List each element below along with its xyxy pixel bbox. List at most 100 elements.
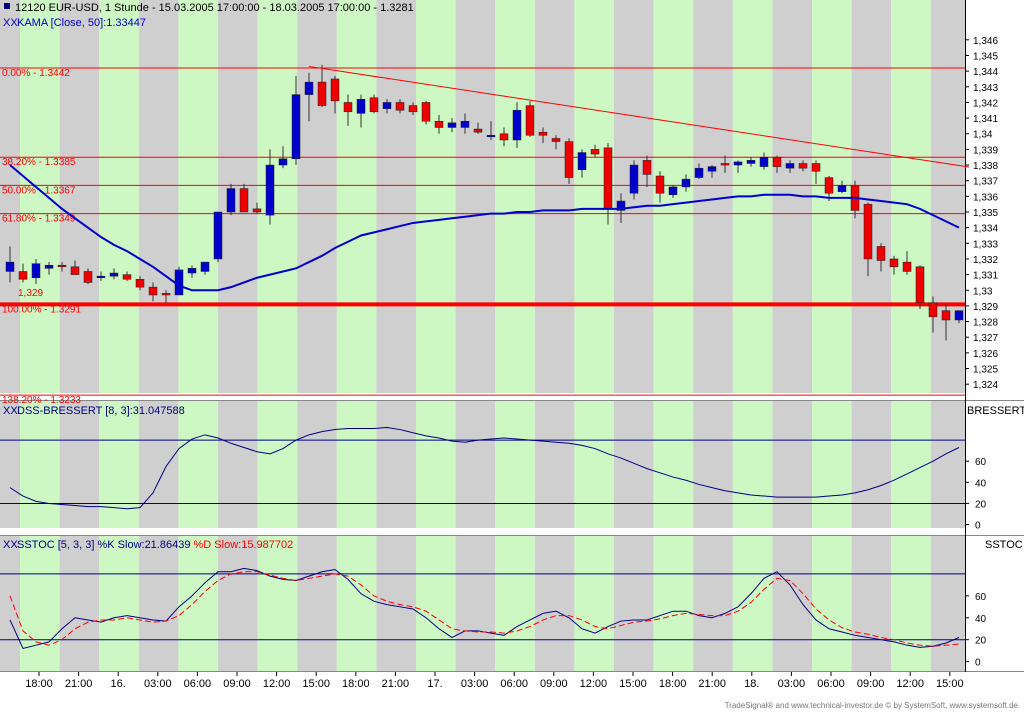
time-band [455, 0, 496, 672]
time-tick-label: 18:00 [659, 678, 687, 690]
candle-body [148, 286, 158, 296]
candle-body [278, 158, 288, 166]
candle-body [772, 156, 782, 167]
stoch-d-line [9, 571, 960, 647]
candle-body [213, 211, 223, 260]
candle-body [616, 200, 626, 211]
dss-icon[interactable]: XX [3, 405, 18, 417]
candle-body [824, 177, 834, 194]
grid-lines [0, 0, 1024, 672]
dss-axis-label: BRESSERT [967, 405, 1024, 417]
candle-body [928, 302, 938, 318]
candle-body [681, 178, 691, 188]
sstoc-panel: 0 20 40 60 [0, 567, 987, 669]
time-band [930, 0, 965, 672]
price-tick-label: 1,326 [973, 349, 998, 360]
time-tick-label: 15:00 [619, 678, 647, 690]
candle-body [577, 152, 587, 170]
time-tick-label: 18:00 [25, 678, 53, 690]
price-tick-label: 1,338 [973, 161, 998, 172]
candle-body [538, 131, 548, 136]
indicator-tick-label: 20 [975, 636, 987, 647]
fib-level-label: 0.00% - 1.3442 [2, 68, 70, 79]
candle-body [603, 147, 613, 210]
indicator-tick-label: 0 [975, 521, 981, 532]
price-tick-label: 1,34 [973, 130, 993, 141]
time-band [495, 0, 535, 672]
candle-body [304, 81, 314, 95]
pane-separator [0, 528, 1024, 536]
symbol-icon [4, 3, 10, 9]
price-tick-label: 1,345 [973, 51, 998, 62]
candle-body [200, 261, 210, 272]
sstoc-axis-label: SSTOC [985, 539, 1023, 551]
time-tick-label: 21:00 [698, 678, 726, 690]
candle-body [408, 105, 418, 113]
candle-body [265, 164, 275, 216]
time-band [297, 0, 337, 672]
price-tick-label: 1,344 [973, 67, 998, 78]
time-tick-label: 09:00 [857, 678, 885, 690]
candle-body [239, 188, 249, 213]
candle-body [876, 246, 886, 261]
candle-body [837, 185, 847, 192]
time-tick-label: 06:00 [184, 678, 212, 690]
candle-body [57, 264, 67, 268]
axis-background [965, 0, 1024, 712]
time-band [0, 0, 20, 672]
candle-body [759, 156, 769, 167]
time-band [653, 0, 694, 672]
axis-background [0, 672, 1024, 712]
time-band [376, 0, 416, 672]
candle-body [551, 138, 561, 142]
indicator-tick-label: 60 [975, 592, 987, 603]
candle-body [525, 105, 535, 136]
sstoc-label: SSTOC [5, 3, 3] %K Slow:21.86439 %D Slow… [17, 539, 293, 551]
candle-body [317, 81, 327, 106]
time-tick-label: 09:00 [223, 678, 251, 690]
candle-body [356, 99, 366, 114]
candle-body [915, 266, 925, 304]
price-tick-label: 1,324 [973, 380, 998, 391]
candle-body [382, 102, 392, 109]
candle-body [486, 135, 496, 138]
price-tick-label: 1,343 [973, 83, 998, 94]
kama-line [9, 164, 960, 292]
time-tick-label: 06:00 [500, 678, 528, 690]
candle-body [252, 208, 262, 213]
sstoc-icon[interactable]: XX [3, 539, 18, 551]
time-tick-label: 09:00 [540, 678, 568, 690]
time-band [732, 0, 773, 672]
kama-label: KAMA [Close, 50]:1.33447 [17, 17, 146, 29]
time-tick-label: 18:00 [342, 678, 370, 690]
time-tick-label: 12:00 [580, 678, 608, 690]
candle-body [5, 261, 15, 272]
price-tick-label: 1,327 [973, 333, 998, 344]
kama-series-line [9, 164, 960, 292]
time-band [574, 0, 614, 672]
candle-body [473, 128, 483, 133]
price-tick-label: 1,33 [973, 286, 993, 297]
candle-body [96, 275, 106, 278]
candle-body [902, 261, 912, 272]
candle-body [161, 293, 171, 296]
resistance-trendline [308, 65, 970, 168]
candle-body [70, 266, 80, 275]
candle-body [460, 120, 470, 128]
candle-body [109, 272, 119, 277]
candle-body [785, 163, 795, 169]
sstoc-d-label: %D Slow:15.987702 [194, 539, 294, 551]
indicator-tick-label: 60 [975, 457, 987, 468]
candlesticks [5, 64, 964, 341]
candle-body [512, 110, 522, 141]
candle-body [863, 203, 873, 260]
candle-body [720, 163, 730, 166]
price-tick-label: 1,325 [973, 365, 998, 376]
fib-level-label: 38.20% - 1.3385 [2, 157, 76, 168]
footer-credit: TradeSignal® and www.technical-investor.… [725, 701, 1019, 710]
candle-body [187, 268, 197, 274]
time-tick-label: 21:00 [382, 678, 410, 690]
fib-level-label: 50.00% - 1.3367 [2, 185, 76, 196]
fib-level-label: 100.00% - 1.3291 [2, 304, 81, 315]
kama-icon[interactable]: XX [3, 17, 18, 29]
